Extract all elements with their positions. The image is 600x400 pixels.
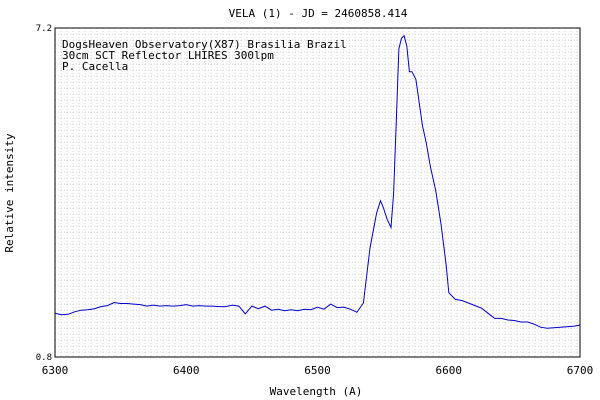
x-tick-label: 6300 — [42, 364, 69, 377]
x-tick-label: 6600 — [436, 364, 463, 377]
y-tick-label: 7.2 — [36, 24, 52, 34]
x-axis-label: Wavelength (A) — [270, 385, 363, 398]
y-axis-ticks: 0.8 7.2 — [36, 24, 52, 363]
annotation-text: P. Cacella — [62, 60, 128, 73]
annotation-text: DogsHeaven Observatory(X87) Brasilia Bra… — [62, 38, 347, 51]
plot-frame — [54, 27, 581, 358]
y-tick-label: 0.8 — [36, 353, 52, 363]
grid — [54, 27, 580, 357]
y-axis-label: Relative intensity — [3, 133, 16, 253]
chart-title: VELA (1) - JD = 2460858.414 — [229, 7, 408, 20]
x-tick-label: 6500 — [304, 364, 331, 377]
x-tick-label: 6700 — [567, 364, 594, 377]
annotations: DogsHeaven Observatory(X87) Brasilia Bra… — [62, 38, 347, 73]
x-axis-ticks: 6300 6400 6500 6600 6700 — [42, 364, 594, 377]
x-tick-label: 6400 — [173, 364, 200, 377]
annotation-text: 30cm SCT Reflector LHIRES 300lpm — [62, 49, 274, 62]
series-line — [54, 34, 581, 329]
